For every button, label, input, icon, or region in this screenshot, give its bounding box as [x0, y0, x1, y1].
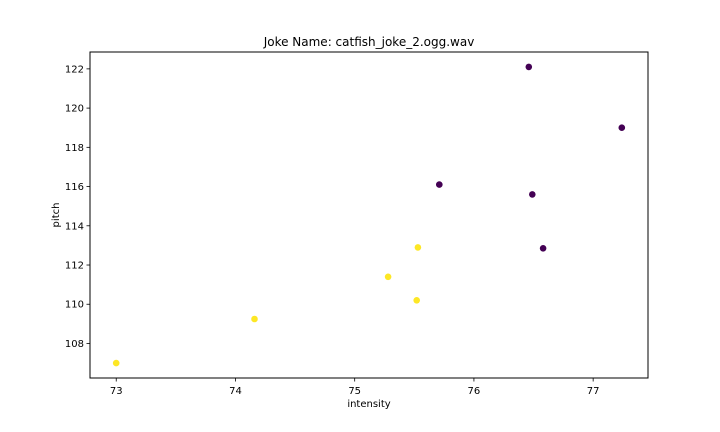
- scatter-point-8: [413, 297, 421, 304]
- x-axis: 73 74 75 76 77: [110, 378, 600, 397]
- y-axis-label: pitch: [51, 203, 62, 228]
- y-tick-label: 110: [65, 300, 84, 311]
- y-tick-label: 120: [65, 104, 84, 115]
- scatter-point-6: [414, 244, 422, 251]
- scatter-point-9: [251, 315, 258, 323]
- chart-title: Joke Name: catfish_joke_2.ogg.wav: [263, 35, 475, 49]
- scatter-point-1: [525, 63, 533, 71]
- y-tick-label: 112: [65, 261, 84, 272]
- x-tick-label: 74: [229, 386, 242, 397]
- x-tick-label: 77: [587, 386, 600, 397]
- y-tick-label: 116: [65, 182, 84, 193]
- y-tick-label: 118: [65, 143, 84, 154]
- y-axis: 108 110 112 114 116 118 120 122: [65, 64, 90, 350]
- points-layer: [112, 63, 626, 367]
- x-axis-label: intensity: [347, 399, 390, 410]
- scatter-point-4: [529, 191, 536, 198]
- scatter-point-3: [436, 181, 443, 188]
- y-tick-label: 114: [65, 221, 84, 232]
- x-tick-label: 75: [348, 386, 361, 397]
- x-tick-label: 76: [468, 386, 481, 397]
- x-tick-label: 73: [110, 386, 123, 397]
- scatter-point-5: [539, 245, 547, 252]
- y-tick-label: 122: [65, 64, 84, 75]
- y-tick-label: 108: [65, 339, 84, 350]
- scatter-point-2: [618, 124, 626, 131]
- plot-frame: [89, 51, 649, 379]
- scatter-point-10: [112, 359, 120, 367]
- scatter-point-7: [384, 273, 392, 281]
